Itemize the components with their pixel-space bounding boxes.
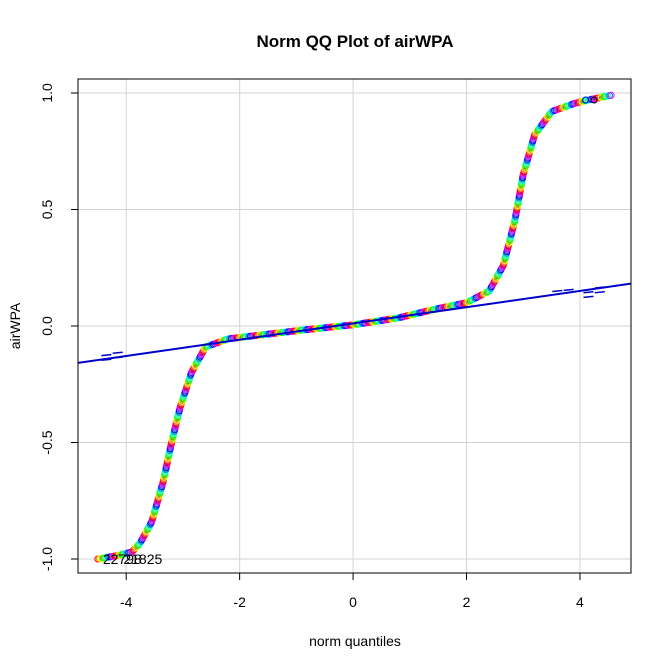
chart-title: Norm QQ Plot of airWPA — [256, 32, 453, 51]
reference-line — [78, 282, 631, 364]
envelope-dash — [583, 290, 594, 294]
envelope-dash — [101, 353, 112, 357]
point-label: 21825 — [123, 551, 162, 567]
y-tick-label: 0.0 — [39, 316, 55, 336]
qq-point — [607, 91, 615, 99]
y-tick-label: 1.0 — [39, 83, 55, 103]
qq-point — [582, 96, 590, 104]
envelope-dash — [552, 289, 563, 293]
data-points — [94, 91, 615, 563]
point-label: 22798 — [103, 551, 142, 567]
envelope-dash — [583, 295, 594, 299]
envelope-dash — [594, 290, 605, 294]
envelope-dash — [112, 351, 123, 355]
x-tick-label: 4 — [576, 594, 584, 610]
x-axis: -4 -2 0 2 4 — [120, 573, 584, 610]
y-axis: -1.0 -0.5 0.0 0.5 1.0 — [39, 83, 78, 571]
envelope-dash — [563, 288, 574, 292]
x-tick-label: -2 — [233, 594, 246, 610]
y-tick-label: 0.5 — [39, 200, 55, 220]
x-axis-label: norm quantiles — [309, 633, 401, 649]
reference-line-group — [78, 282, 631, 364]
y-axis-label: airWPA — [7, 302, 23, 349]
qq-point — [590, 96, 598, 104]
x-tick-label: 0 — [349, 594, 357, 610]
y-tick-label: -1.0 — [39, 547, 55, 571]
x-tick-label: -4 — [120, 594, 133, 610]
y-tick-label: -0.5 — [39, 430, 55, 454]
x-tick-label: 2 — [463, 594, 471, 610]
